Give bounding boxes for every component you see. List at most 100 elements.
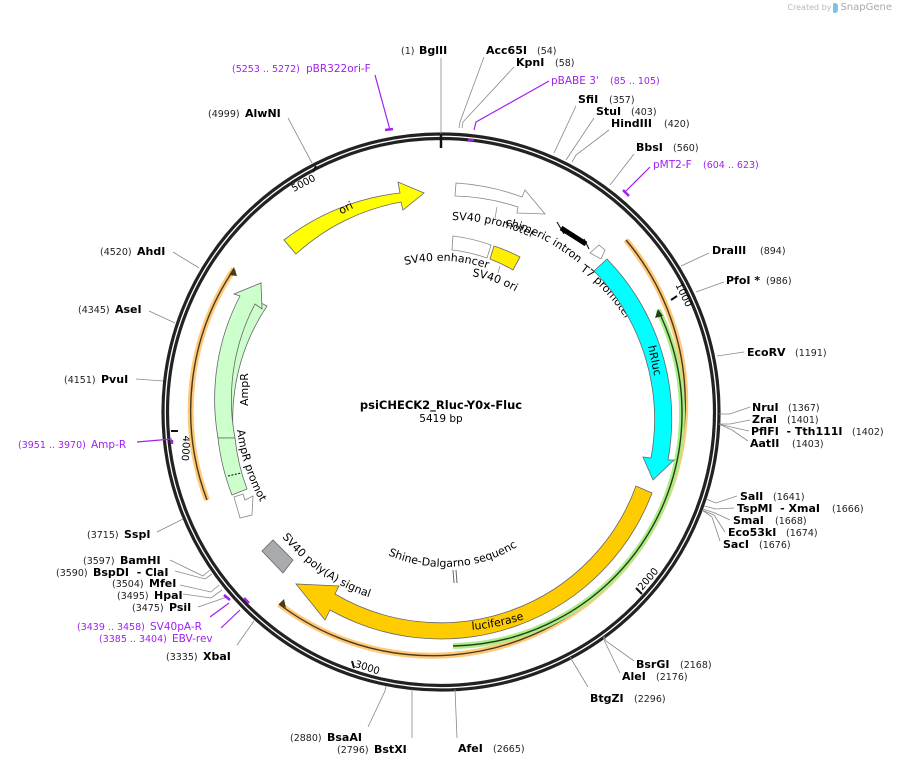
enzyme-asei[interactable]: AseI bbox=[115, 303, 142, 316]
enzyme-pos-ecorv: (1191) bbox=[795, 348, 827, 359]
enzyme-pos-stui: (403) bbox=[631, 107, 657, 118]
enzyme-pos-sfii: (357) bbox=[609, 95, 635, 106]
enzyme-psii[interactable]: PsiI bbox=[169, 601, 191, 614]
enzyme-pos-ahdi: (4520) bbox=[100, 247, 132, 258]
enzyme-pos-pfoi: (986) bbox=[766, 276, 792, 287]
feature-shine-dalgarno[interactable] bbox=[452, 569, 458, 584]
enzyme-pos-sali: (1641) bbox=[773, 492, 805, 503]
enzyme-xbai[interactable]: XbaI bbox=[203, 650, 231, 663]
enzyme-pos-smai: (1668) bbox=[775, 516, 807, 527]
enzyme-pos-kpni: (58) bbox=[555, 58, 575, 69]
enzyme-leaders bbox=[135, 56, 751, 739]
enzyme-mfei[interactable]: MfeI bbox=[149, 577, 176, 590]
enzyme-ahdi[interactable]: AhdI bbox=[137, 245, 165, 258]
enzyme-btgzi[interactable]: BtgZI bbox=[590, 692, 624, 705]
enzyme-sfii[interactable]: SfiI bbox=[578, 93, 598, 106]
enzyme-ecorv[interactable]: EcoRV bbox=[747, 346, 786, 359]
enzyme-sali[interactable]: SalI bbox=[740, 490, 763, 503]
enzyme-sspi[interactable]: SspI bbox=[124, 528, 150, 541]
primer-range-ebv-rev: (3385 .. 3404) bbox=[99, 634, 167, 645]
enzyme-pos-bsaai: (2880) bbox=[290, 733, 322, 744]
backbone bbox=[161, 132, 721, 692]
enzyme-tspmi-xmai[interactable]: TspMI - XmaI bbox=[737, 502, 820, 515]
enzyme-pos-bsrgi: (2168) bbox=[680, 660, 712, 671]
enzyme-nrui[interactable]: NruI bbox=[752, 401, 779, 414]
enzyme-pos-saci: (1676) bbox=[759, 540, 791, 551]
feature-label-ampr: AmpR bbox=[238, 373, 251, 406]
enzyme-saci[interactable]: SacI bbox=[723, 538, 749, 551]
feature-label-hrluc: hRluc bbox=[645, 344, 664, 377]
enzyme-pos-aatii: (1403) bbox=[792, 439, 824, 450]
enzyme-pos-bbsi: (560) bbox=[673, 143, 699, 154]
feature-sv40-polya[interactable] bbox=[261, 539, 294, 574]
enzyme-pos-psii: (3475) bbox=[132, 603, 164, 614]
enzyme-pos-mfei: (3504) bbox=[112, 579, 144, 590]
primer-ebv-rev[interactable]: EBV-rev bbox=[172, 633, 213, 645]
enzyme-hindiii[interactable]: HindIII bbox=[611, 117, 652, 130]
feature-label-ori: ori bbox=[336, 199, 355, 217]
enzyme-smai[interactable]: SmaI bbox=[733, 514, 764, 527]
enzyme-acc65i[interactable]: Acc65I bbox=[486, 44, 527, 57]
enzyme-stui[interactable]: StuI bbox=[596, 105, 621, 118]
feature-t7-promoter[interactable] bbox=[589, 244, 606, 260]
feature-chimeric-intron[interactable] bbox=[556, 221, 590, 250]
feature-sv40-enhancer[interactable] bbox=[451, 235, 492, 259]
primer-amp-r[interactable]: Amp-R bbox=[91, 439, 126, 451]
enzyme-pos-nrui: (1367) bbox=[788, 403, 820, 414]
primer-pmt2-f[interactable]: pMT2-F bbox=[653, 159, 692, 171]
enzyme-pos-bglii: (1) bbox=[401, 46, 414, 57]
enzyme-pos-hpai: (3495) bbox=[117, 591, 149, 602]
enzyme-pfoi[interactable]: PfoI * bbox=[726, 274, 760, 287]
enzyme-bbsi[interactable]: BbsI bbox=[636, 141, 663, 154]
primer-pbr322ori-f[interactable]: pBR322ori-F bbox=[306, 63, 371, 75]
enzyme-bsrgi[interactable]: BsrGI bbox=[636, 658, 669, 671]
enzyme-pos-draiii: (894) bbox=[760, 246, 786, 257]
enzyme-alei[interactable]: AleI bbox=[622, 670, 646, 683]
enzyme-afei[interactable]: AfeI bbox=[458, 742, 483, 755]
plasmid-length: 5419 bp bbox=[419, 413, 463, 425]
enzyme-bglii[interactable]: BglII bbox=[419, 44, 447, 57]
primer-sv40pa-r[interactable]: SV40pA-R bbox=[150, 621, 202, 633]
enzyme-pvui[interactable]: PvuI bbox=[101, 373, 128, 386]
enzyme-pos-sspi: (3715) bbox=[87, 530, 119, 541]
enzyme-pos-alei: (2176) bbox=[656, 672, 688, 683]
feature-ampr-body bbox=[214, 282, 263, 439]
enzyme-aatii[interactable]: AatII bbox=[750, 437, 779, 450]
enzyme-pos-pflfi-tth111i: (1402) bbox=[852, 427, 884, 438]
enzyme-hpai[interactable]: HpaI bbox=[154, 589, 183, 602]
enzyme-pos-btgzi: (2296) bbox=[634, 694, 666, 705]
enzyme-eco53ki[interactable]: Eco53kI bbox=[728, 526, 776, 539]
enzyme-alwni[interactable]: AlwNI bbox=[245, 107, 281, 120]
enzyme-pos-acc65i: (54) bbox=[537, 46, 557, 57]
enzyme-pos-hindiii: (420) bbox=[664, 119, 690, 130]
primer-labels: (5253 .. 5272) pBR322ori-F pBABE 3' (85 … bbox=[18, 63, 759, 645]
feature-ori[interactable] bbox=[283, 181, 425, 255]
enzyme-bsaai[interactable]: BsaAI bbox=[327, 731, 362, 744]
enzyme-bamhi[interactable]: BamHI bbox=[120, 554, 161, 567]
enzyme-pos-afei: (2665) bbox=[493, 744, 525, 755]
feature-hrluc[interactable] bbox=[593, 258, 675, 481]
enzyme-draiii[interactable]: DraIII bbox=[712, 244, 746, 257]
enzyme-bspdi-clai[interactable]: BspDI - ClaI bbox=[93, 566, 168, 579]
primer-range-amp-r: (3951 .. 3970) bbox=[18, 440, 86, 451]
enzyme-pos-alwni: (4999) bbox=[208, 109, 240, 120]
enzyme-pos-tspmi-xmai: (1666) bbox=[832, 504, 864, 515]
enzyme-kpni[interactable]: KpnI bbox=[516, 56, 544, 69]
enzyme-zrai[interactable]: ZraI bbox=[752, 413, 777, 426]
feature-luciferase[interactable] bbox=[295, 485, 653, 640]
feature-ampr-tail bbox=[217, 437, 248, 496]
snapgene-credit: Created by SnapGene bbox=[787, 2, 892, 13]
feature-sv40-promoter[interactable] bbox=[454, 182, 546, 215]
feature-ampr-promoter[interactable] bbox=[233, 493, 254, 519]
primer-pbabe-3[interactable]: pBABE 3' bbox=[551, 75, 599, 87]
primer-range-pbabe-3: (85 .. 105) bbox=[610, 76, 660, 87]
primer-range-pbr322ori-f: (5253 .. 5272) bbox=[232, 64, 300, 75]
enzyme-pflfi-tth111i[interactable]: PflFI - Tth111I bbox=[751, 425, 843, 438]
orf-inner-green bbox=[452, 308, 685, 649]
feature-sv40-ori[interactable] bbox=[489, 245, 521, 271]
credit-prefix: Created by bbox=[787, 3, 832, 12]
plasmid-name: psiCHECK2_Rluc-Y0x-Fluc bbox=[360, 398, 522, 413]
enzyme-pos-bamhi: (3597) bbox=[83, 556, 115, 567]
enzyme-bstxi[interactable]: BstXI bbox=[374, 743, 407, 756]
